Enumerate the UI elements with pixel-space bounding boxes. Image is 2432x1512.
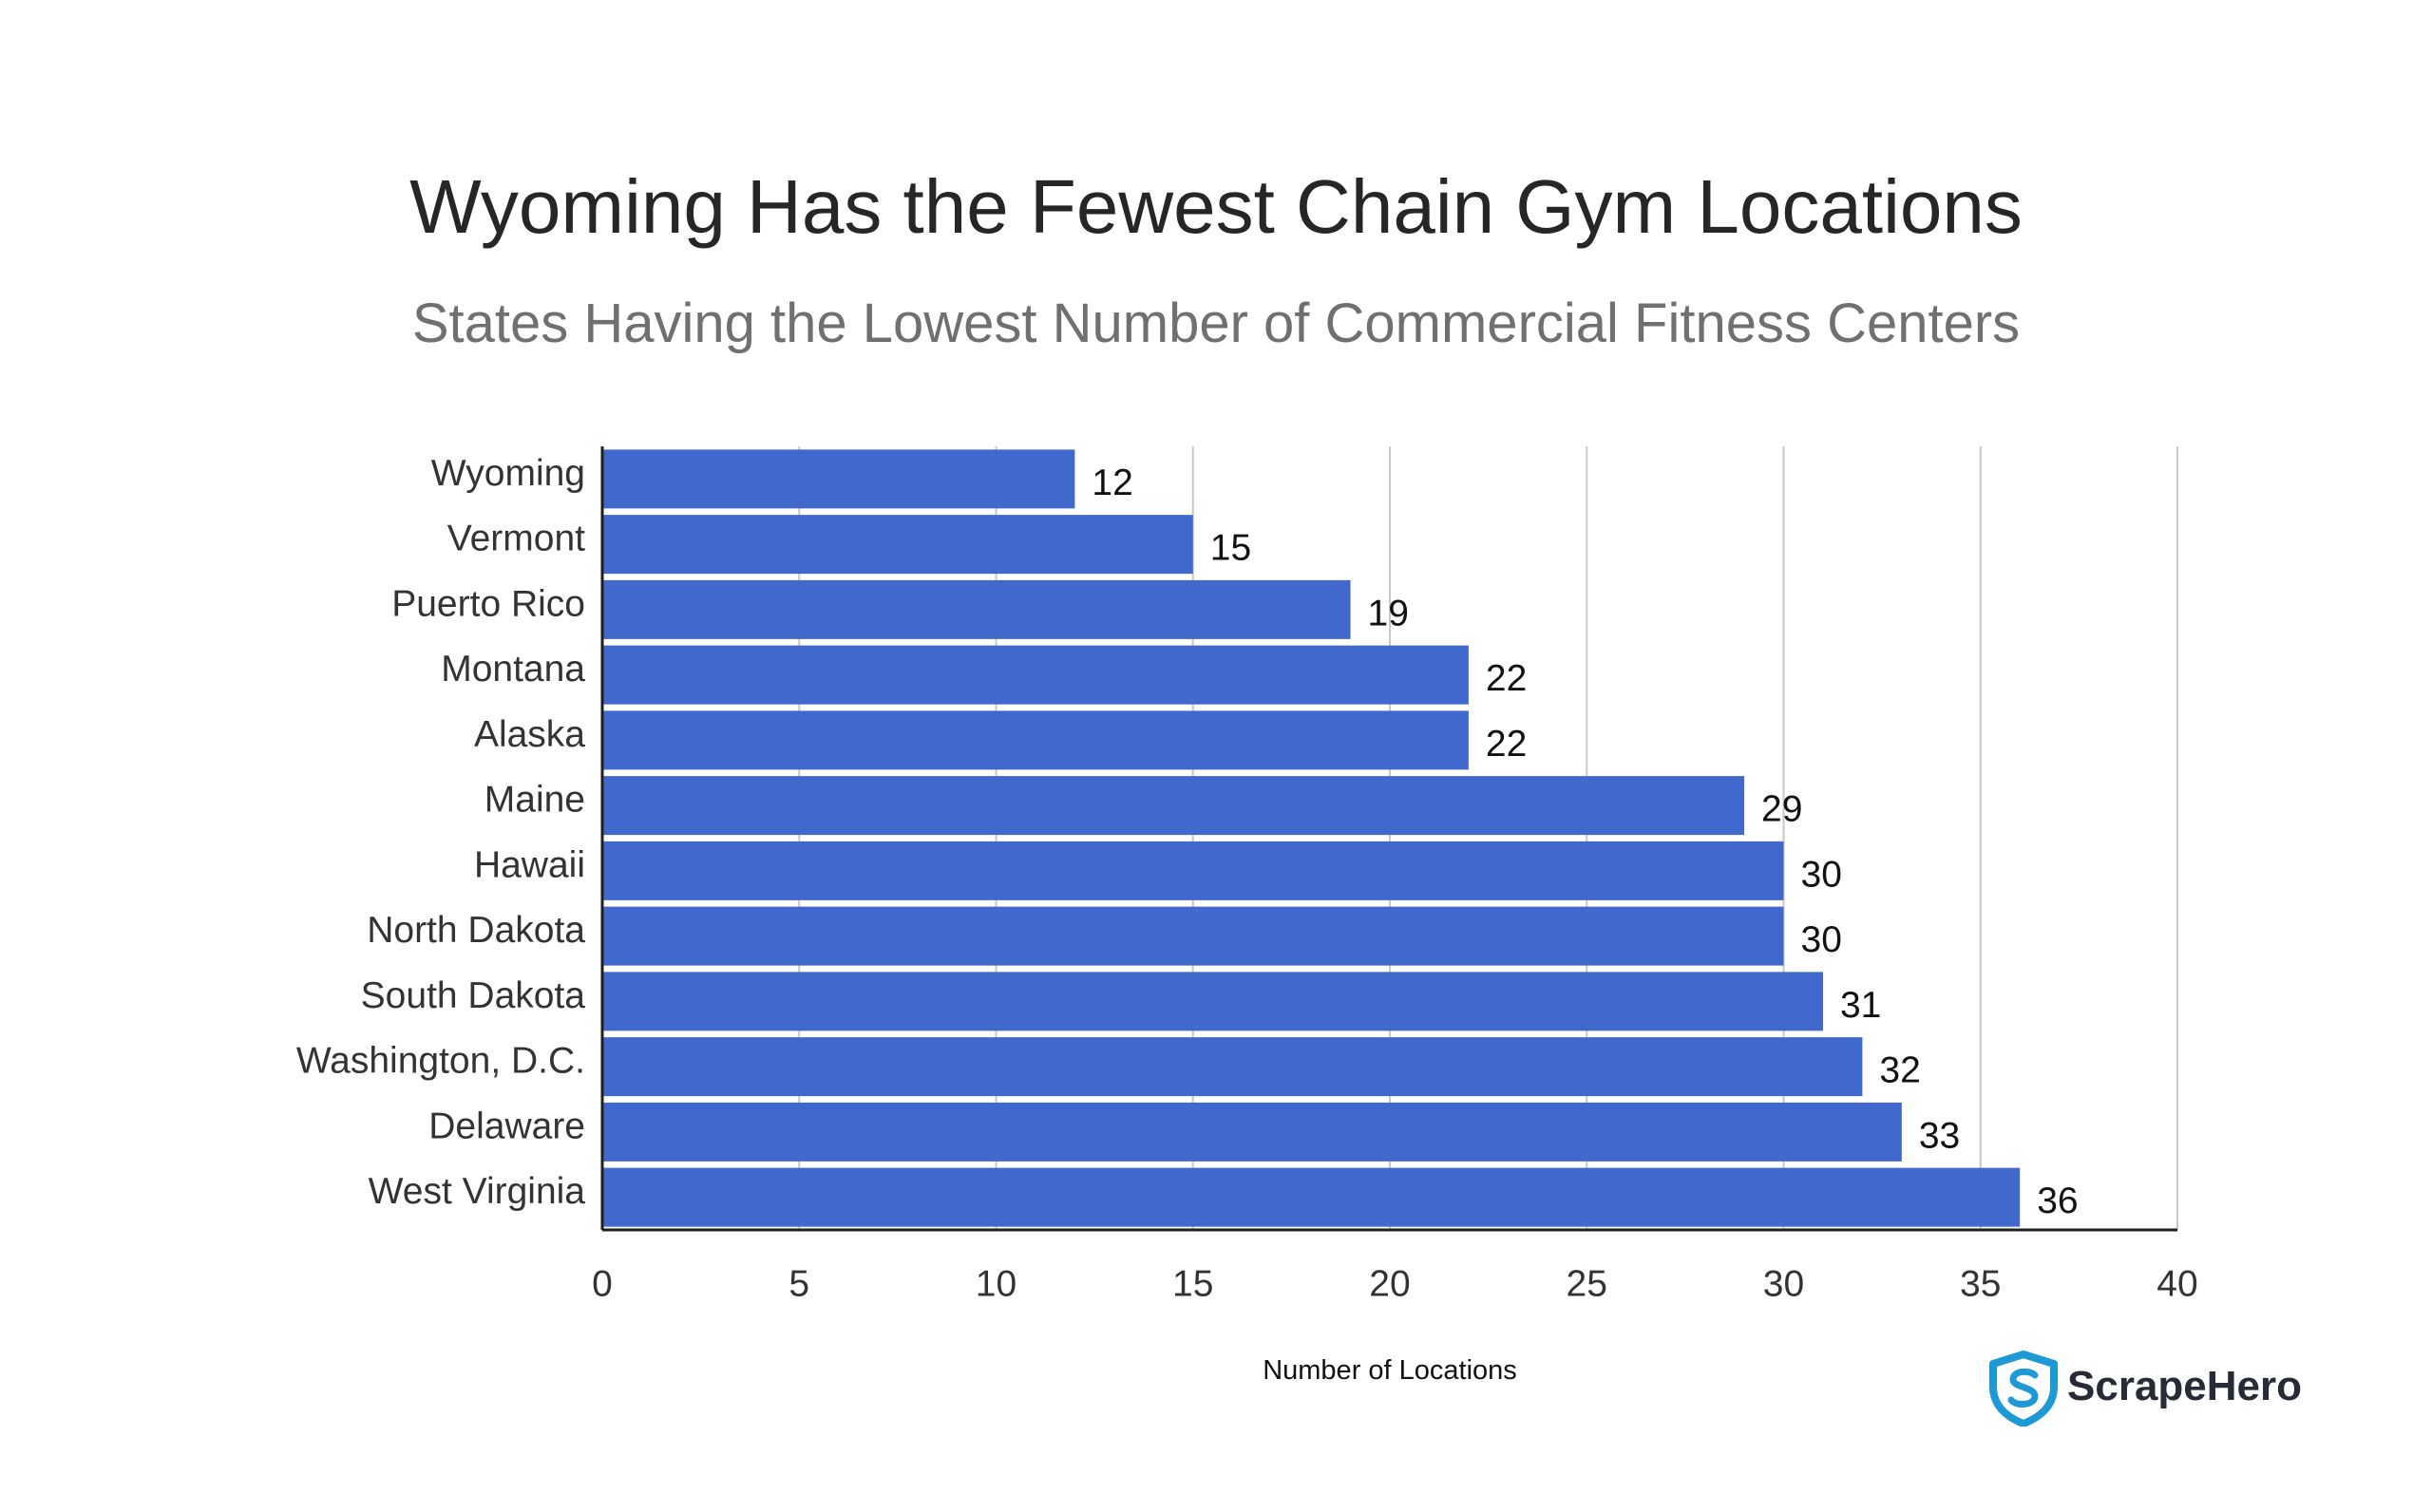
data-label: 31 (1840, 985, 1881, 1026)
bar (602, 776, 1745, 836)
bar (602, 906, 1784, 966)
data-label: 22 (1486, 724, 1527, 765)
chart-title: Wyoming Has the Fewest Chain Gym Locatio… (409, 164, 2023, 249)
data-label: 22 (1486, 658, 1527, 699)
bar (602, 515, 1193, 575)
bar (602, 1037, 1863, 1097)
category-label: West Virginia (369, 1171, 586, 1212)
category-label: Alaska (474, 714, 585, 755)
bar (602, 1102, 1902, 1162)
x-tick-label: 5 (788, 1264, 809, 1305)
data-label: 32 (1879, 1050, 1920, 1091)
category-label: North Dakota (367, 910, 585, 951)
brand-name: ScrapeHero (2067, 1363, 2303, 1409)
data-label: 30 (1801, 854, 1842, 895)
category-label: Montana (441, 649, 585, 690)
data-label: 15 (1210, 528, 1251, 569)
category-label: Maine (484, 780, 585, 821)
x-tick-label: 10 (976, 1264, 1016, 1305)
bar (602, 972, 1823, 1031)
chart-subtitle: States Having the Lowest Number of Comme… (411, 293, 2021, 354)
data-label: 29 (1761, 789, 1802, 830)
bar (602, 1167, 2021, 1227)
x-tick-label: 15 (1172, 1264, 1213, 1305)
shield-s-icon (1989, 1351, 2058, 1427)
data-label: 36 (2037, 1181, 2078, 1221)
x-tick-label: 0 (592, 1264, 613, 1305)
category-label: Puerto Rico (391, 583, 585, 624)
category-label: Washington, D.C. (296, 1041, 585, 1082)
category-label: Delaware (428, 1106, 585, 1146)
data-label: 33 (1919, 1115, 1960, 1156)
bar (602, 710, 1469, 770)
brand-logo: ScrapeHero (1987, 1351, 2329, 1427)
bar (602, 579, 1351, 639)
x-tick-label: 35 (1960, 1264, 2001, 1305)
x-tick-label: 20 (1369, 1264, 1410, 1305)
x-tick-label: 25 (1567, 1264, 1607, 1305)
category-label: Vermont (447, 519, 585, 559)
category-label: Hawaii (474, 844, 585, 885)
data-label: 19 (1368, 593, 1409, 633)
bar (602, 449, 1075, 509)
bar (602, 841, 1784, 900)
x-axis-title: Number of Locations (1263, 1355, 1517, 1386)
x-tick-label: 30 (1763, 1264, 1804, 1305)
category-label: South Dakota (361, 975, 586, 1016)
data-label: 30 (1801, 919, 1842, 960)
bar (602, 645, 1469, 705)
category-label: Wyoming (431, 453, 585, 494)
x-tick-label: 40 (2156, 1264, 2197, 1305)
data-label: 12 (1092, 463, 1132, 503)
